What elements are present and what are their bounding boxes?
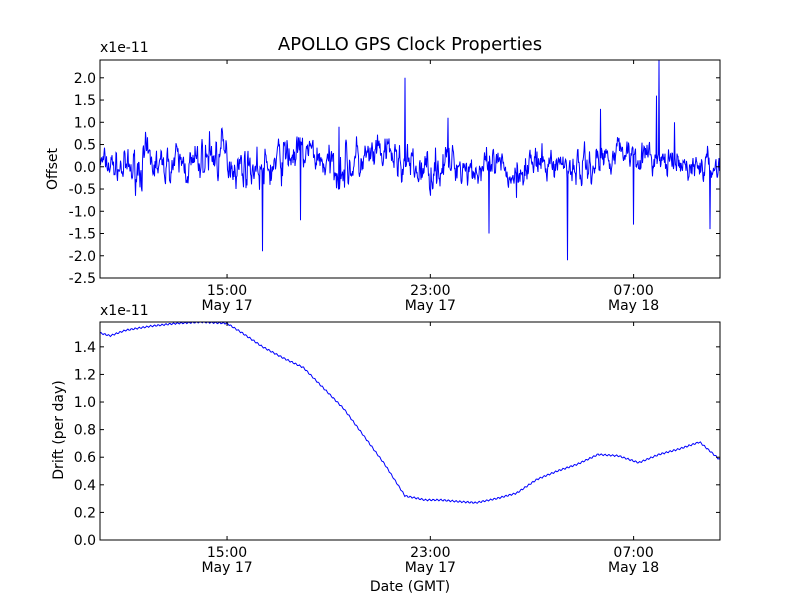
drift-ytick-label: 0.6 <box>74 450 96 466</box>
drift-ytick-label: 0.2 <box>74 505 96 521</box>
offset-xtick-time-label: 15:00 <box>207 283 247 299</box>
offset-xtick-time-label: 23:00 <box>410 283 450 299</box>
drift-x-axis-label: Date (GMT) <box>370 579 450 595</box>
offset-xtick-date-label: May 17 <box>201 298 252 314</box>
drift-xtick-date-label: May 17 <box>405 560 456 576</box>
offset-ytick-label: -1.5 <box>69 227 96 243</box>
offset-ytick-label: 1.5 <box>74 93 96 109</box>
offset-series-line <box>100 60 720 261</box>
drift-axes-frame <box>99 321 721 541</box>
offset-axes-frame <box>99 59 721 279</box>
offset-xtick-date-label: May 17 <box>405 298 456 314</box>
drift-xtick-time-label: 23:00 <box>410 545 450 561</box>
offset-ytick-label: 2.0 <box>74 71 96 87</box>
offset-xtick-date-label: May 18 <box>608 298 659 314</box>
drift-ytick-label: 0.8 <box>74 423 96 439</box>
drift-ytick-label: 0.0 <box>74 533 96 549</box>
drift-xtick-date-label: May 17 <box>201 560 252 576</box>
drift-xtick-time-label: 15:00 <box>207 545 247 561</box>
drift-xtick-date-label: May 18 <box>608 560 659 576</box>
drift-xtick-time-label: 07:00 <box>613 545 653 561</box>
drift-ytick-label: 1.4 <box>74 340 96 356</box>
offset-ytick-label: -2.5 <box>69 271 96 287</box>
drift-ytick-label: 0.4 <box>74 478 96 494</box>
offset-ytick-label: -2.0 <box>69 249 96 265</box>
offset-xtick-time-label: 07:00 <box>613 283 653 299</box>
drift-y-axis-label: Drift (per day) <box>51 380 67 479</box>
drift-series-line <box>100 322 720 504</box>
offset-ytick-label: -0.5 <box>69 182 96 198</box>
drift-ytick-label: 1.0 <box>74 395 96 411</box>
offset-multiplier-label: x1e-11 <box>100 40 149 56</box>
drift-panel: x1e-11 Drift (per day) Date (GMT) 0.0 0.2… <box>51 303 721 595</box>
offset-ytick-label: -1.0 <box>69 204 96 220</box>
offset-ytick-label: 0.5 <box>74 138 96 154</box>
drift-ytick-label: 1.2 <box>74 367 96 383</box>
offset-ytick-label: 1.0 <box>74 115 96 131</box>
offset-panel: x1e-11 Offset -2.5 -2.0 -1.5 -1.0 -0.5 0.0 0.5… <box>45 40 721 314</box>
offset-ytick-label: 0.0 <box>74 160 96 176</box>
chart-title: APOLLO GPS Clock Properties <box>278 34 542 55</box>
drift-multiplier-label: x1e-11 <box>100 303 149 319</box>
offset-y-axis-label: Offset <box>45 147 61 190</box>
